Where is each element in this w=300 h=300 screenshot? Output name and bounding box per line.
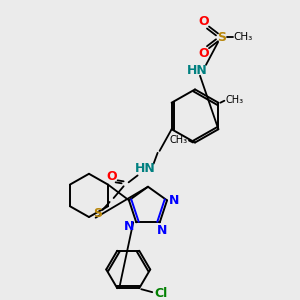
Text: N: N bbox=[169, 194, 179, 207]
Text: CH₃: CH₃ bbox=[233, 32, 253, 42]
Text: O: O bbox=[106, 170, 117, 183]
Text: HN: HN bbox=[187, 64, 207, 77]
Text: S: S bbox=[218, 31, 226, 44]
Text: N: N bbox=[124, 220, 134, 233]
Text: S: S bbox=[93, 207, 102, 220]
Text: CH₃: CH₃ bbox=[170, 135, 188, 145]
Text: N: N bbox=[157, 224, 167, 237]
Text: CH₃: CH₃ bbox=[225, 95, 243, 105]
Text: O: O bbox=[199, 15, 209, 28]
Text: O: O bbox=[199, 46, 209, 60]
Text: Cl: Cl bbox=[154, 286, 168, 300]
Text: HN: HN bbox=[135, 162, 156, 175]
